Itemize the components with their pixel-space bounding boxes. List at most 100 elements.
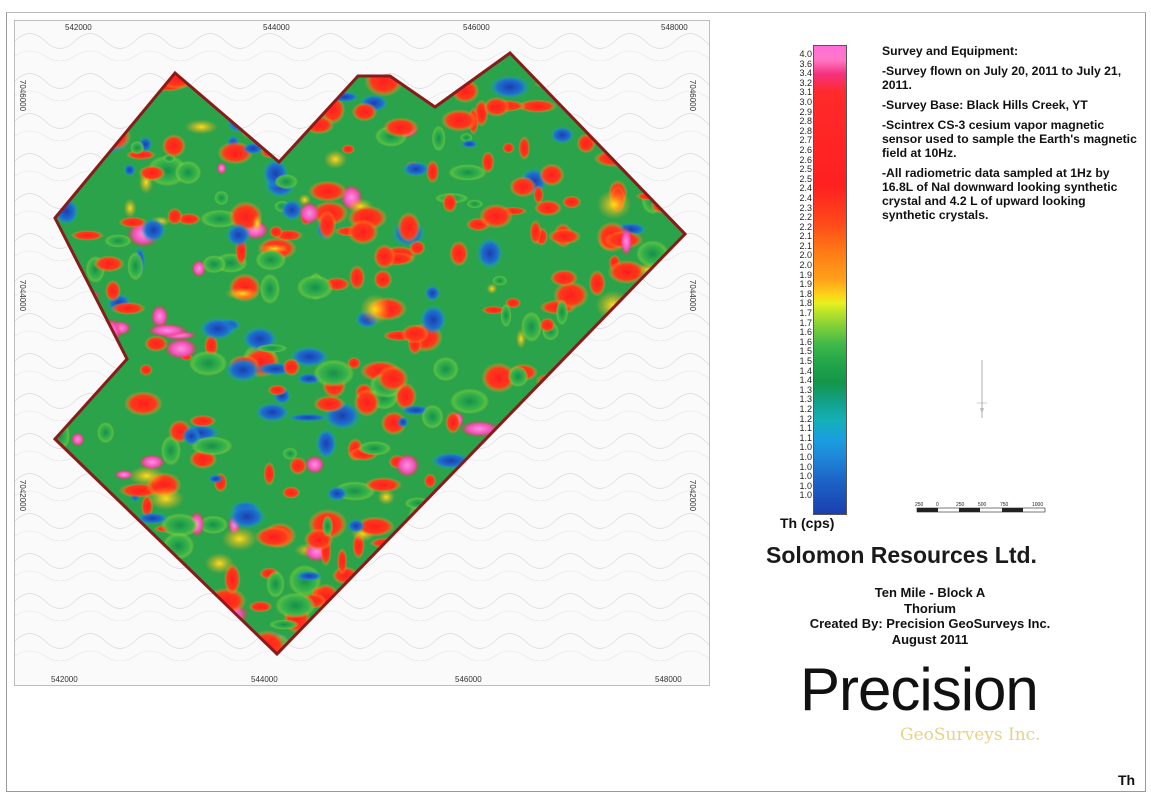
thorium-anomaly bbox=[555, 299, 569, 326]
thorium-anomaly bbox=[419, 304, 447, 335]
thorium-anomaly bbox=[150, 304, 169, 329]
thorium-anomaly bbox=[539, 163, 565, 187]
legend-label: 2.3 bbox=[799, 202, 812, 213]
thorium-anomaly bbox=[147, 323, 188, 338]
x-tick-top-3: 546000 bbox=[463, 23, 490, 32]
thorium-anomaly bbox=[588, 270, 606, 297]
x-tick-bottom-3: 546000 bbox=[455, 675, 482, 684]
thorium-anomaly bbox=[481, 305, 506, 315]
thorium-anomaly bbox=[189, 350, 228, 376]
thorium-anomaly bbox=[460, 139, 479, 149]
legend-label: 4.0 bbox=[799, 49, 812, 59]
thorium-anomaly bbox=[380, 411, 407, 436]
thorium-anomaly bbox=[227, 504, 267, 530]
thorium-anomaly bbox=[164, 337, 199, 360]
legend-label: 1.0 bbox=[799, 471, 812, 482]
thorium-anomaly bbox=[280, 199, 304, 221]
thorium-anomaly bbox=[248, 600, 273, 613]
thorium-anomaly bbox=[481, 362, 517, 393]
thorium-anomaly bbox=[269, 619, 299, 630]
thorium-anomaly bbox=[341, 144, 355, 154]
thorium-anomaly bbox=[161, 435, 181, 466]
legend-label: 1.9 bbox=[799, 279, 812, 290]
thorium-anomaly bbox=[138, 165, 166, 182]
legend-label: 2.9 bbox=[799, 106, 812, 117]
thorium-anomaly bbox=[450, 388, 490, 414]
legend-label: 1.3 bbox=[799, 394, 812, 405]
thorium-anomaly bbox=[199, 317, 236, 341]
thorium-anomaly bbox=[189, 414, 217, 428]
x-tick-bottom-1: 542000 bbox=[51, 675, 78, 684]
thorium-anomaly bbox=[225, 223, 251, 247]
thorium-anomaly bbox=[500, 303, 512, 328]
survey-notes: Survey and Equipment: -Survey flown on J… bbox=[882, 44, 1142, 228]
thorium-anomaly bbox=[421, 404, 444, 429]
thorium-anomaly bbox=[298, 201, 321, 225]
x-tick-bottom-4: 548000 bbox=[655, 675, 682, 684]
legend-label: 1.8 bbox=[799, 288, 812, 299]
thorium-anomaly bbox=[160, 513, 200, 537]
thorium-anomaly bbox=[337, 547, 348, 575]
thorium-anomaly bbox=[449, 240, 469, 267]
thorium-anomaly bbox=[409, 240, 426, 256]
legend-label: 1.5 bbox=[799, 356, 812, 366]
thorium-anomaly bbox=[355, 516, 395, 537]
thorium-anomaly bbox=[308, 180, 347, 202]
thorium-anomaly bbox=[353, 388, 380, 417]
scale-label: 250 bbox=[915, 502, 924, 508]
scale-label: 750 bbox=[1000, 502, 1009, 508]
thorium-anomaly bbox=[351, 102, 378, 122]
thorium-anomaly bbox=[282, 486, 301, 499]
thorium-anomaly bbox=[373, 269, 393, 290]
legend-label: 1.2 bbox=[799, 413, 812, 424]
thorium-anomaly bbox=[123, 163, 136, 177]
thorium-anomaly bbox=[476, 237, 504, 269]
legend-label: 2.5 bbox=[799, 164, 812, 175]
thorium-anomaly bbox=[515, 328, 527, 349]
thorium-anomaly bbox=[442, 192, 458, 213]
x-tick-top-2: 544000 bbox=[263, 23, 290, 32]
thorium-anomaly bbox=[529, 220, 542, 245]
thorium-anomaly bbox=[269, 225, 283, 238]
thorium-anomaly bbox=[315, 428, 337, 459]
thorium-anomaly bbox=[254, 526, 293, 548]
thorium-anomaly bbox=[97, 422, 115, 444]
thorium-anomaly bbox=[224, 287, 260, 301]
thorium-anomaly bbox=[492, 275, 508, 286]
thorium-anomaly bbox=[282, 358, 301, 377]
legend-label: 2.1 bbox=[799, 231, 812, 242]
corner-label: Th bbox=[1118, 772, 1136, 788]
company-name: Solomon Resources Ltd. bbox=[766, 542, 1037, 568]
legend-label: 2.0 bbox=[799, 250, 812, 261]
legend-label: 1.0 bbox=[799, 490, 812, 501]
legend-label: 2.0 bbox=[799, 260, 812, 271]
thorium-anomaly bbox=[479, 203, 514, 229]
thorium-anomaly bbox=[289, 346, 329, 368]
thorium-anomaly bbox=[517, 99, 558, 113]
thorium-anomaly bbox=[295, 570, 323, 582]
legend-label: 1.3 bbox=[799, 384, 812, 395]
thorium-anomaly bbox=[402, 161, 430, 177]
thorium-anomaly bbox=[562, 195, 582, 209]
thorium-anomaly bbox=[255, 249, 287, 271]
thorium-anomaly bbox=[432, 357, 459, 382]
scale-bar: 250 0 250 500 750 1000 bbox=[915, 502, 1046, 513]
thorium-anomaly bbox=[550, 269, 578, 287]
thorium-anomaly bbox=[136, 512, 169, 525]
legend-label: 1.0 bbox=[799, 442, 812, 453]
thorium-anomaly bbox=[267, 384, 287, 396]
thorium-anomaly bbox=[459, 420, 500, 438]
thorium-anomaly bbox=[507, 365, 529, 387]
thorium-anomaly bbox=[191, 436, 233, 456]
thorium-anomaly bbox=[130, 141, 145, 155]
thorium-anomaly bbox=[349, 265, 366, 291]
thorium-anomaly bbox=[174, 160, 202, 185]
thorium-anomaly bbox=[127, 251, 144, 281]
thorium-anomaly bbox=[313, 359, 355, 388]
note-item: -Survey Base: Black Hills Creek, YT bbox=[882, 98, 1088, 112]
thorium-anomaly bbox=[259, 273, 280, 304]
creator: Created By: Precision GeoSurveys Inc. bbox=[809, 616, 1051, 631]
legend-label: 3.4 bbox=[799, 68, 812, 79]
thorium-anomaly bbox=[147, 486, 185, 511]
thorium-anomaly bbox=[359, 293, 391, 325]
